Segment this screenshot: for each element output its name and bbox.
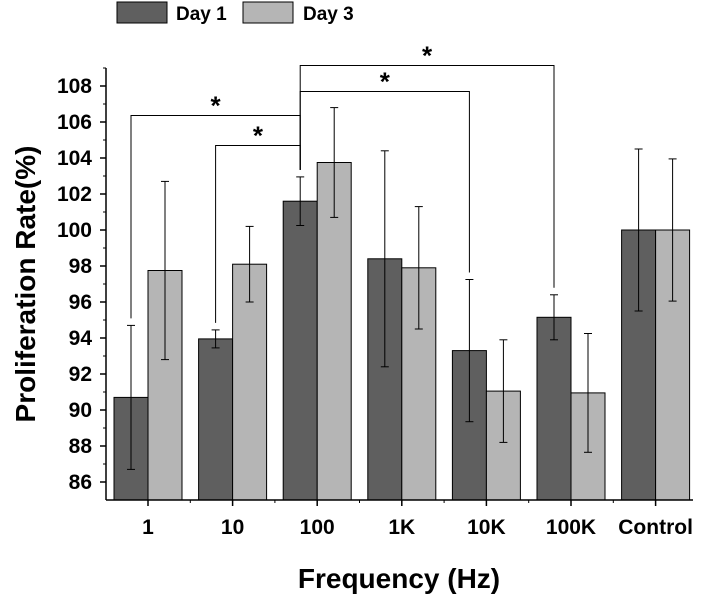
y-tick-label-88: 88	[69, 435, 93, 458]
significance-bracket-100-100k-label: *	[422, 41, 433, 71]
bar-day-1-100k	[536, 316, 572, 501]
y-tick-label-100: 100	[57, 219, 92, 242]
legend-swatch-day-1	[116, 1, 168, 24]
bar-day-1-10	[198, 338, 234, 501]
legend-swatch-day-3	[242, 1, 294, 24]
y-tick-label-104: 104	[57, 147, 92, 170]
x-tick-label-control: Control	[618, 516, 693, 539]
bar-day-1-100	[282, 200, 318, 501]
x-tick-label-100k: 100K	[546, 516, 596, 539]
error-bars-layer	[127, 107, 677, 470]
y-tick-label-96: 96	[69, 291, 92, 314]
y-tick-label-90: 90	[69, 399, 92, 422]
y-tick-label-98: 98	[69, 255, 93, 278]
axes-layer: Proliferation Rate(%) Frequency (Hz)	[10, 68, 693, 594]
x-tick-label-1: 1	[142, 516, 154, 539]
significance-layer: * * * *	[130, 41, 555, 323]
significance-bracket-100-10k-label: *	[380, 67, 391, 97]
x-axis-title: Frequency (Hz)	[298, 563, 500, 594]
y-tick-label-102: 102	[57, 183, 92, 206]
bars-layer	[113, 162, 691, 501]
x-tick-label-100: 100	[300, 516, 335, 539]
significance-bracket-1-100-label: *	[211, 91, 222, 121]
y-tick-label-94: 94	[69, 327, 93, 350]
x-tick-label-1k: 1K	[388, 516, 415, 539]
legend-label-day-3: Day 3	[303, 4, 354, 25]
bar-day-3-10	[232, 263, 268, 501]
legend-label-day-1: Day 1	[176, 4, 227, 25]
x-tick-label-10: 10	[221, 516, 244, 539]
y-tick-label-106: 106	[57, 111, 92, 134]
x-tick-label-10k: 10K	[467, 516, 506, 539]
y-tick-label-108: 108	[57, 75, 92, 98]
significance-bracket-100-100k	[299, 65, 555, 288]
y-axis-title: Proliferation Rate(%)	[10, 146, 41, 423]
y-tick-label-86: 86	[69, 471, 92, 494]
significance-bracket-10-100-label: *	[253, 121, 264, 151]
y-tick-label-92: 92	[69, 363, 92, 386]
legend: Day 1 Day 3	[116, 1, 354, 25]
